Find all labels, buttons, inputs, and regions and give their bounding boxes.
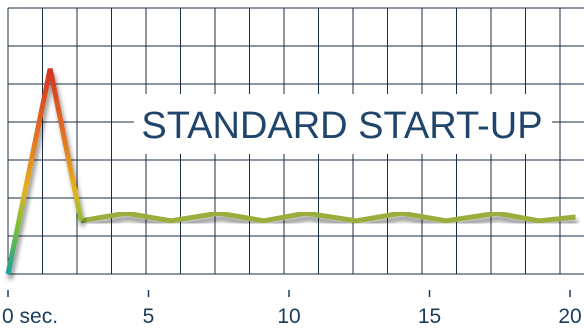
x-tick-label: 0 sec.	[2, 305, 58, 328]
x-axis: 0 sec. 5 10 15 20	[2, 290, 582, 328]
x-tick-label: 10	[277, 305, 300, 328]
x-tick-label: 5	[143, 305, 155, 328]
title-backdrop	[134, 94, 552, 154]
x-tick-label: 20	[558, 305, 581, 328]
series-startup	[5, 68, 576, 275]
series-line-steady	[80, 210, 576, 224]
series-line-spike	[5, 68, 84, 275]
x-tick-label: 15	[418, 305, 441, 328]
chart-title: STANDARD START-UP	[141, 105, 542, 147]
